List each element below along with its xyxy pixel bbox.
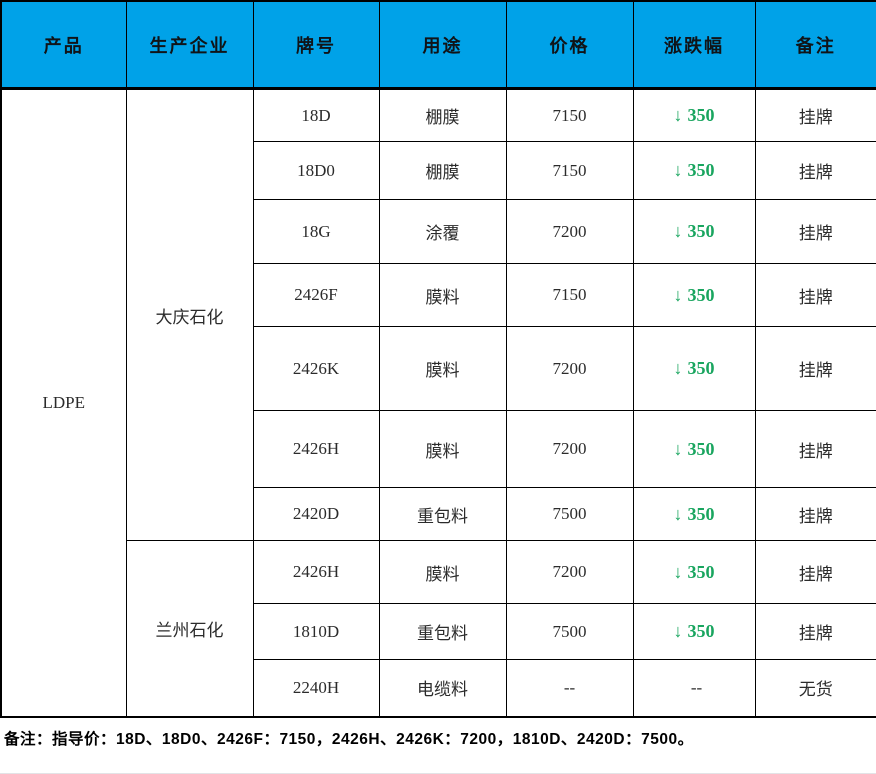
price-cell: 7150 [505,141,634,200]
change-value: 350 [687,160,715,180]
table-row: 2426F 膜料 7150 ↓ 350 挂牌 [1,263,876,327]
change-cell: ↓ 350 [632,263,756,327]
table-row: 兰州石化 2426H 膜料 7200 ↓ 350 挂牌 [1,540,876,717]
grade-cell: 2240H [252,659,380,717]
producer-cell-lanzhou: 兰州石化 [125,540,254,717]
grade-cell: 2426F [252,263,380,327]
down-arrow-icon: ↓ [673,105,683,125]
change-value: 350 [687,358,715,378]
price-cell: 7150 [505,88,634,142]
note-cell: 无货 [754,659,876,717]
price-cell: 7200 [505,199,634,264]
producer-cell-daqing: 大庆石化 [125,88,254,541]
change-value: -- [690,677,703,697]
header-grade: 牌号 [252,0,380,90]
change-value: 350 [687,503,715,524]
use-cell: 重包料 [378,487,507,541]
note-cell: 挂牌 [754,487,876,541]
price-cell: 7200 [505,410,634,488]
down-arrow-icon: ↓ [673,284,683,305]
note-cell: 挂牌 [754,199,876,264]
header-product: 产品 [0,0,127,90]
down-arrow-icon: ↓ [673,621,683,641]
table-row: 2426K 膜料 7200 ↓ 350 挂牌 [1,326,876,411]
table-row: 1810D 重包料 7500 ↓ 350 挂牌 [1,603,876,660]
grade-cell: 2426K [252,326,380,411]
guidance-price-note: 备注：指导价：18D、18D0、2426F：7150，2426H、2426K：7… [4,730,694,748]
table-row: 2240H 电缆料 -- -- 无货 [1,659,876,717]
change-cell: -- [632,659,756,717]
use-cell: 膜料 [378,263,507,327]
change-value: 350 [687,221,715,241]
down-arrow-icon: ↓ [673,358,683,378]
grade-cell: 18D [252,88,380,142]
note-cell: 挂牌 [754,326,876,411]
change-cell: ↓ 350 [632,603,756,660]
price-cell: 7500 [505,487,634,541]
use-cell: 涂覆 [378,199,507,264]
change-value: 350 [687,284,715,305]
use-cell: 膜料 [378,410,507,488]
grade-cell: 18D0 [252,141,380,200]
grade-cell: 18G [252,199,380,264]
change-cell: ↓ 350 [632,540,756,604]
down-arrow-icon: ↓ [673,221,683,241]
price-cell: 7200 [505,540,634,604]
price-cell: -- [505,659,634,717]
header-change: 涨跌幅 [632,0,756,90]
price-cell: 7150 [505,263,634,327]
change-cell: ↓ 350 [632,141,756,200]
table-row: 18D0 棚膜 7150 ↓ 350 挂牌 [1,141,876,200]
change-cell: ↓ 350 [632,88,756,142]
note-cell: 挂牌 [754,410,876,488]
grade-cell: 2426H [252,540,380,604]
note-cell: 挂牌 [754,141,876,200]
down-arrow-icon: ↓ [673,438,683,459]
table-row: 2426H 膜料 7200 ↓ 350 挂牌 [1,410,876,488]
change-cell: ↓ 350 [632,487,756,541]
header-note: 备注 [754,0,876,90]
table-row: 2420D 重包料 7500 ↓ 350 挂牌 [1,487,876,541]
note-cell: 挂牌 [754,540,876,604]
product-cell: LDPE [0,88,127,717]
grade-cell: 1810D [252,603,380,660]
use-cell: 膜料 [378,326,507,411]
down-arrow-icon: ↓ [673,561,683,582]
down-arrow-icon: ↓ [673,503,683,524]
change-value: 350 [687,561,715,582]
down-arrow-icon: ↓ [673,160,683,180]
header-price: 价格 [505,0,634,90]
use-cell: 棚膜 [378,141,507,200]
change-value: 350 [687,621,715,641]
price-cell: 7200 [505,326,634,411]
note-cell: 挂牌 [754,88,876,142]
grade-cell: 2420D [252,487,380,541]
change-value: 350 [687,105,715,125]
price-cell: 7500 [505,603,634,660]
use-cell: 膜料 [378,540,507,604]
change-cell: ↓ 350 [632,199,756,264]
ldpe-price-table: 产品 生产企业 牌号 用途 价格 涨跌幅 备注 LDPE 大庆石化 18D 棚膜… [0,0,876,718]
header-producer: 生产企业 [125,0,254,90]
change-cell: ↓ 350 [632,326,756,411]
header-row: 产品 生产企业 牌号 用途 价格 涨跌幅 备注 [0,0,876,90]
table-row: LDPE 大庆石化 18D 棚膜 7150 ↓ 350 挂牌 [0,88,876,717]
note-cell: 挂牌 [754,263,876,327]
change-cell: ↓ 350 [632,410,756,488]
header-use: 用途 [378,0,507,90]
grade-cell: 2426H [252,410,380,488]
use-cell: 棚膜 [378,88,507,142]
note-cell: 挂牌 [754,603,876,660]
change-value: 350 [687,438,715,459]
table-row: 18G 涂覆 7200 ↓ 350 挂牌 [1,199,876,264]
use-cell: 重包料 [378,603,507,660]
use-cell: 电缆料 [378,659,507,717]
